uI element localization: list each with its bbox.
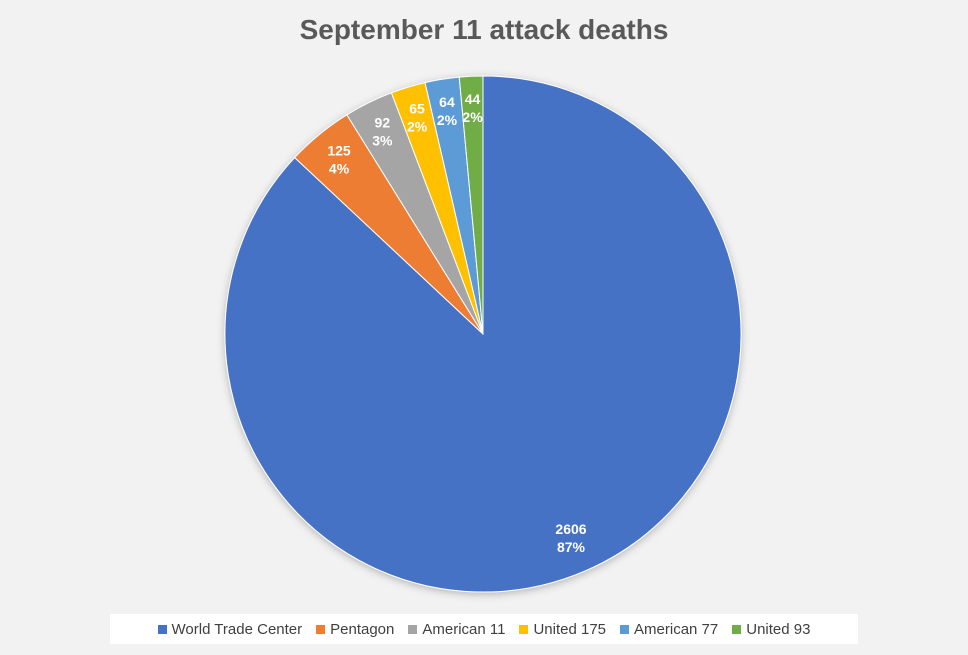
legend-swatch (408, 624, 418, 634)
legend-swatch (732, 624, 742, 634)
data-label-united-93: 44 2% (462, 91, 483, 125)
data-label-world-trade-center: 2606 87% (555, 521, 586, 555)
legend-item-world-trade-center: World Trade Center (157, 620, 303, 638)
pie-slice-united-93 (458, 75, 484, 335)
legend-swatch (157, 624, 167, 634)
legend-label: Pentagon (330, 620, 395, 638)
legend-swatch (316, 624, 326, 634)
data-label-united-175: 65 2% (407, 101, 428, 135)
data-label-american-11: 92 3% (372, 114, 393, 148)
chart-title: September 11 attack deaths (299, 14, 669, 45)
legend-label: United 175 (533, 620, 607, 638)
legend-label: American 77 (634, 620, 719, 638)
data-label-pentagon: 125 4% (327, 142, 351, 176)
legend-item-united-93: United 93 (732, 621, 810, 638)
legend-swatch (519, 624, 529, 634)
data-label-american-77: 64 2% (437, 94, 458, 128)
legend-swatch (620, 624, 630, 634)
legend-item-pentagon: Pentagon (316, 621, 394, 638)
legend-label: United 93 (746, 620, 811, 638)
legend-item-american-77: American 77 (620, 621, 718, 638)
chart-legend: World Trade Center Pentagon American 11 Uni… (110, 614, 858, 644)
legend-label: American 11 (422, 620, 506, 638)
legend-item-united-175: United 175 (519, 621, 606, 638)
legend-item-american-11: American 11 (408, 621, 505, 638)
legend-label: World Trade Center (171, 620, 303, 638)
